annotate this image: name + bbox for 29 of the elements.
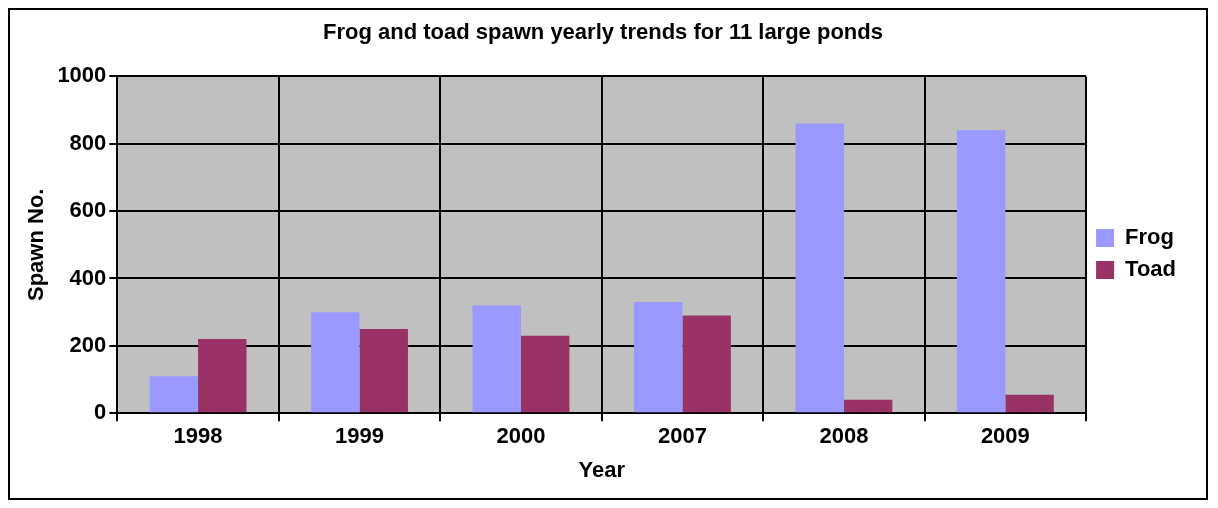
x-tick-label: 2008 — [819, 423, 869, 449]
bar — [311, 312, 360, 413]
legend-label: Frog — [1125, 224, 1174, 250]
y-tick-label: 600 — [69, 197, 107, 223]
x-tick-label: 1999 — [335, 423, 384, 449]
bar — [359, 329, 408, 413]
chart-title: Frog and toad spawn yearly trends for 11 large ponds — [323, 19, 883, 45]
bar — [198, 339, 247, 413]
y-tick-label: 200 — [69, 331, 107, 357]
legend-label: Toad — [1125, 256, 1176, 282]
bar — [956, 130, 1006, 413]
x-tick-label: 2007 — [657, 423, 707, 449]
bar — [795, 123, 844, 413]
y-axis-title: Spawn No. — [23, 188, 49, 302]
bar — [682, 315, 731, 413]
bar — [634, 302, 683, 413]
x-tick-label: 2000 — [496, 423, 546, 449]
bar — [1005, 394, 1054, 413]
x-tick-label: 2009 — [980, 423, 1030, 449]
y-tick-label: 0 — [94, 399, 107, 425]
x-axis-title: Year — [578, 456, 626, 482]
bar — [520, 335, 570, 413]
bar — [843, 399, 893, 413]
y-tick-label: 800 — [69, 129, 107, 155]
y-tick-label: 1000 — [57, 62, 107, 88]
x-tick-label: 1998 — [173, 423, 223, 449]
y-tick-label: 400 — [69, 264, 107, 290]
bar — [472, 305, 521, 413]
bar — [149, 376, 199, 413]
